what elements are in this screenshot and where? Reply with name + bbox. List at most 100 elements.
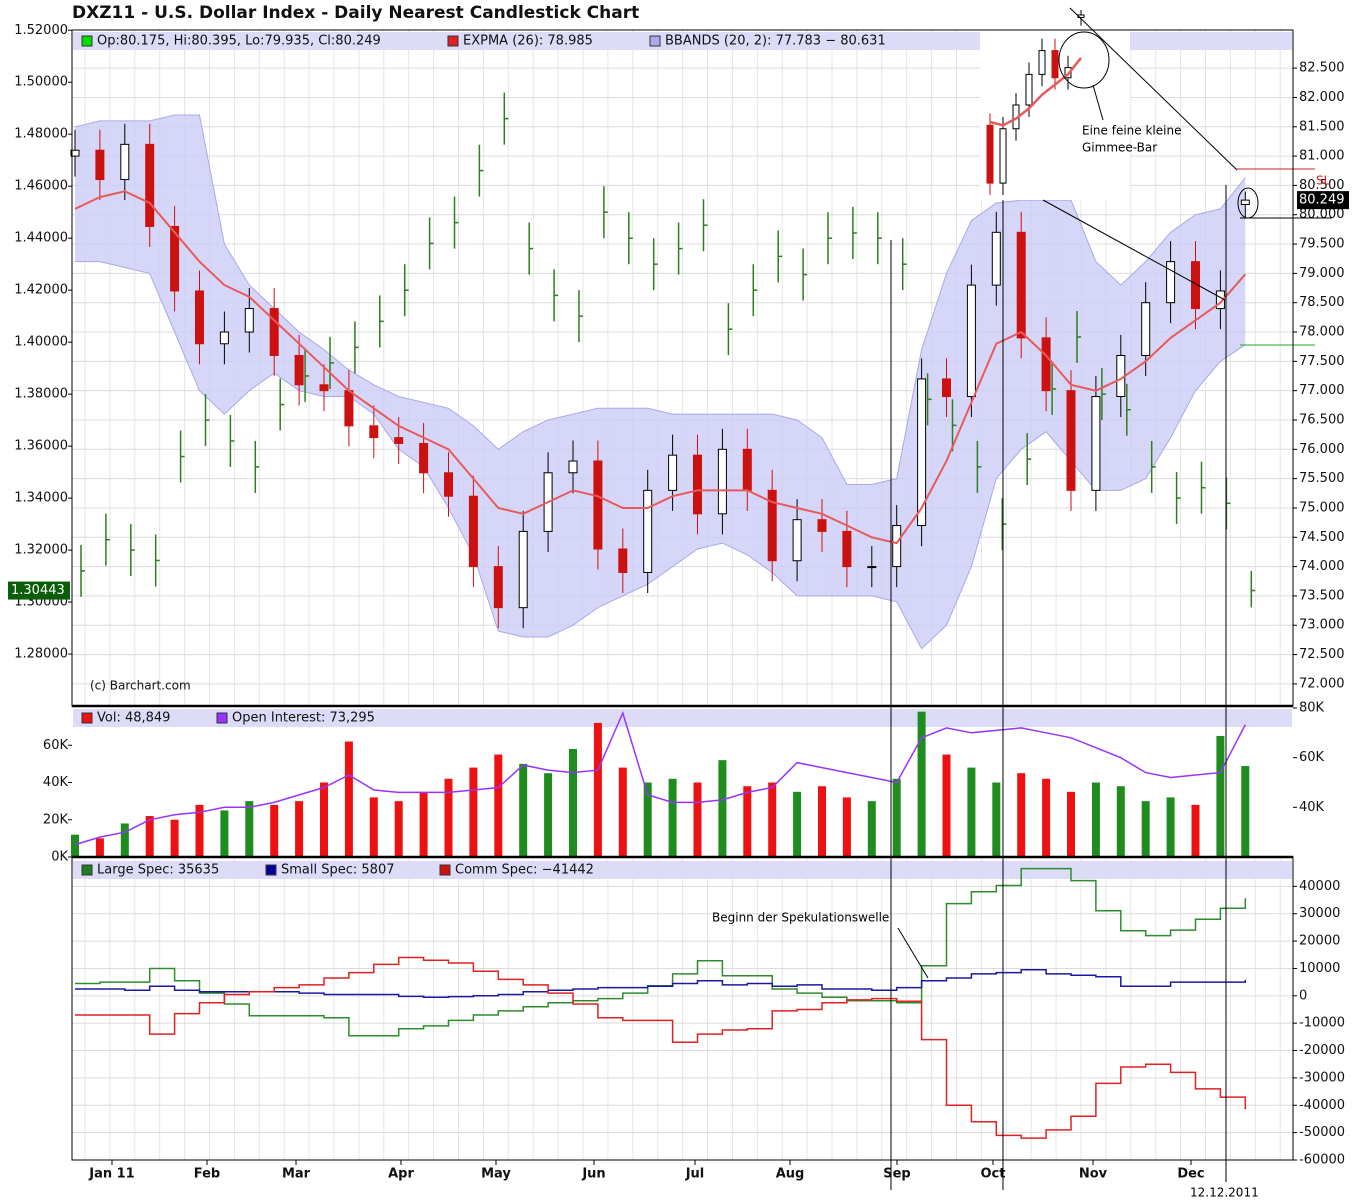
inset (980, 5, 1130, 200)
volume-bar (1141, 801, 1150, 857)
volume-bar (519, 763, 528, 857)
y-tick-label: 1.50000 (14, 75, 68, 90)
legend-swatch (439, 864, 451, 876)
y2-tick-label: 40K (1299, 800, 1325, 815)
volume-bar (942, 754, 951, 857)
candle-body (1041, 337, 1051, 392)
volume-bar (170, 819, 179, 857)
y-tick-label: 10000 (1299, 961, 1340, 976)
y-tick-label: 82.500 (1299, 61, 1345, 76)
legend-text: Vol: 48,849 (97, 711, 170, 726)
annotation-line (1042, 199, 1226, 301)
annotation-line (1092, 84, 1104, 121)
volume-bar (295, 801, 304, 857)
candle-body (867, 566, 877, 569)
bband-upper (74, 114, 1246, 485)
candle-body (986, 124, 994, 184)
y-tick-label: 1.46000 (14, 179, 68, 194)
candle-body (1141, 302, 1151, 356)
decor (71, 29, 1294, 1161)
candle-body (618, 548, 628, 573)
x-tick-label: Nov (1079, 1167, 1108, 1182)
candle-body (145, 143, 155, 227)
y-tick-label: 77.000 (1299, 383, 1345, 398)
y2-tick-label: 80K (1299, 701, 1325, 716)
y-tick-label: 74.000 (1299, 559, 1345, 574)
volume-bar (1166, 797, 1175, 857)
legend-swatch (265, 864, 277, 876)
candle-body (319, 384, 329, 392)
last-value: 80.249 (1299, 193, 1345, 208)
candle-body (792, 519, 802, 562)
candle-body (95, 149, 105, 181)
x-tick-label: Aug (776, 1167, 805, 1182)
annotation-line (897, 927, 929, 979)
y-tick-label: 81.500 (1299, 119, 1345, 134)
last-value-box (1297, 191, 1349, 210)
candle-body (942, 378, 951, 398)
y-tick-label: 30000 (1299, 906, 1340, 921)
y-tick-label: 1.28000 (14, 647, 68, 662)
volume-bar (469, 767, 478, 857)
volume-bar (1191, 804, 1200, 857)
legend-text: Open Interest: 73,295 (232, 711, 375, 726)
volume-bar (1042, 778, 1051, 857)
legend-text: Large Spec: 35635 (97, 863, 219, 878)
copyright: (c) Barchart.com (90, 679, 191, 693)
candle-body (1091, 396, 1101, 491)
y-tick-label: 20K (43, 812, 69, 827)
annotation: SL (1316, 174, 1331, 188)
candle-body (394, 437, 404, 444)
candle-body (717, 448, 727, 515)
candle-body (518, 530, 528, 609)
volume-bar (494, 754, 503, 857)
candle-body (120, 143, 130, 181)
cot-line (75, 969, 1247, 998)
volume-bar (768, 782, 777, 857)
volume-bar (967, 767, 976, 857)
legend-band (73, 861, 1292, 879)
annotation: Gimmee-Bar (1082, 141, 1157, 155)
volume-bar (793, 791, 802, 857)
candle-body (419, 442, 429, 474)
candle-body (1025, 73, 1033, 106)
volume-bar (593, 722, 602, 857)
x-tick-label: Jan 11 (88, 1167, 134, 1182)
y-tick-label: 76.500 (1299, 412, 1345, 427)
y-tick-label: 78.000 (1299, 325, 1345, 340)
volume-bar (1067, 791, 1075, 857)
y-tick-label: -10000 (1299, 1016, 1345, 1031)
inset-expma (989, 57, 1082, 127)
y-tick-label: 74.500 (1299, 530, 1345, 545)
candle-body (917, 378, 927, 527)
volume-bar (1241, 766, 1250, 857)
volume-bar (544, 773, 553, 857)
y-tick-label: -50000 (1299, 1125, 1345, 1140)
candle-body (593, 460, 603, 550)
volume-bar (743, 786, 752, 857)
candle-body (568, 460, 578, 474)
candle-body (991, 231, 1001, 286)
y-tick-label: 1.34000 (14, 491, 68, 506)
candle-body (742, 448, 752, 491)
annotation: Beginn der Spekulationswelle (712, 911, 889, 925)
chart-title: DXZ11 - U.S. Dollar Index - Daily Neares… (72, 3, 639, 23)
volume-bar (992, 782, 1001, 857)
y-tick-label: 75.500 (1299, 471, 1345, 486)
candle-body (767, 489, 777, 562)
y-tick-label: 80.000 (1299, 207, 1345, 222)
annotation-circle (1058, 31, 1110, 89)
oi-line (74, 710, 1246, 846)
candle-body (195, 290, 204, 345)
cot-line (75, 956, 1247, 1139)
candle-body (999, 128, 1007, 184)
volume-bar (867, 801, 876, 857)
cot-frame (71, 856, 1294, 1161)
y-tick-label: 1.44000 (14, 231, 68, 246)
candle-body (1066, 390, 1076, 491)
y-tick-label: 40000 (1299, 879, 1340, 894)
x-tick-label: Dec (1177, 1167, 1204, 1182)
candle-body (468, 495, 478, 568)
x-tick-label: Jun (581, 1167, 605, 1182)
